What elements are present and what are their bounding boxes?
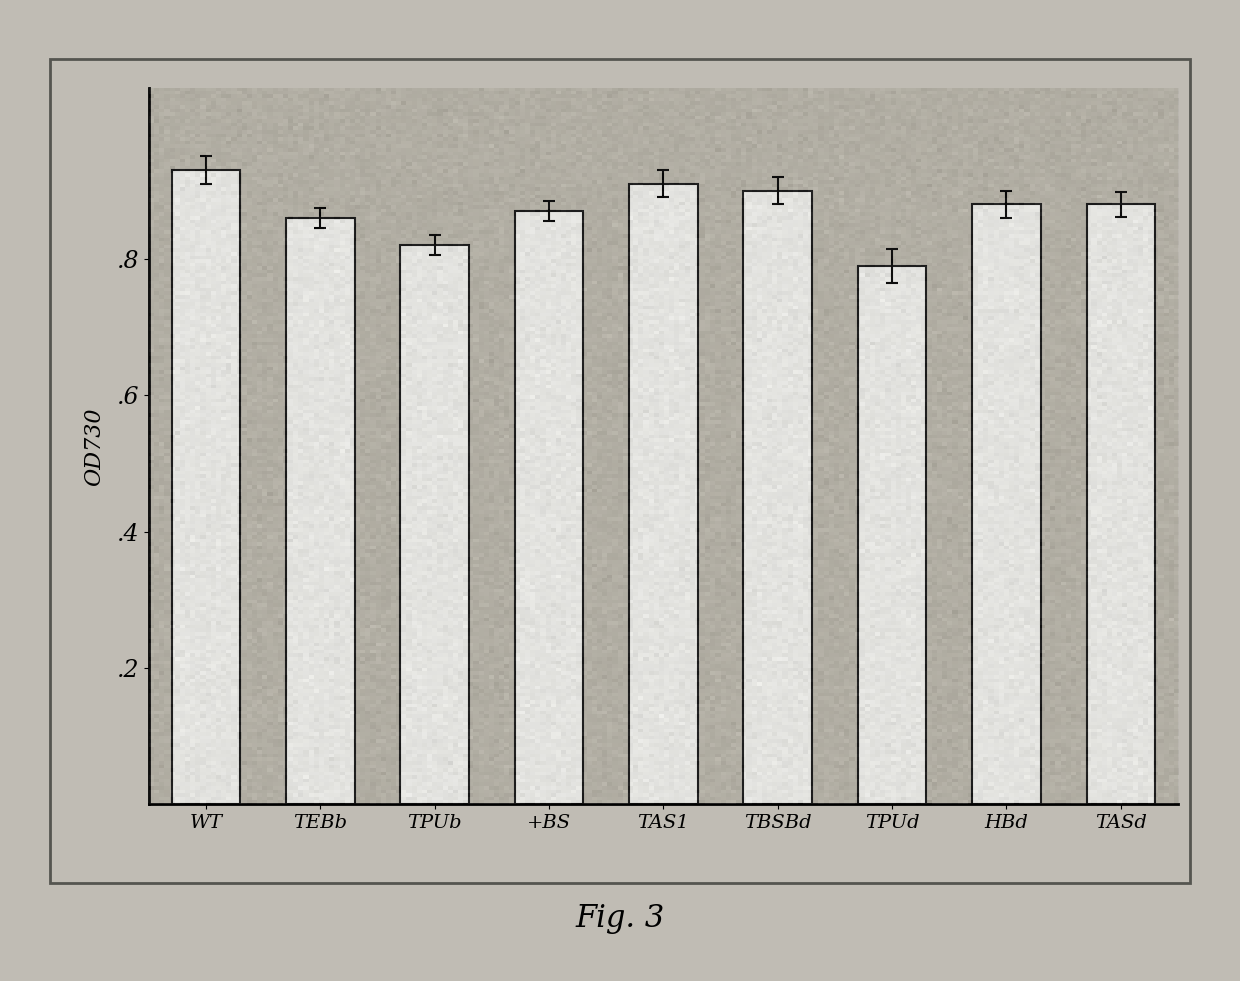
Bar [858, 266, 926, 804]
Bar [972, 204, 1040, 804]
Y-axis label: OD730: OD730 [83, 407, 105, 486]
Text: Fig. 3: Fig. 3 [575, 904, 665, 934]
Bar [286, 218, 355, 804]
Bar [744, 190, 812, 804]
Bar [515, 211, 583, 804]
Bar [629, 183, 698, 804]
Bar [401, 245, 469, 804]
Bar [1086, 204, 1156, 804]
Bar [171, 170, 241, 804]
